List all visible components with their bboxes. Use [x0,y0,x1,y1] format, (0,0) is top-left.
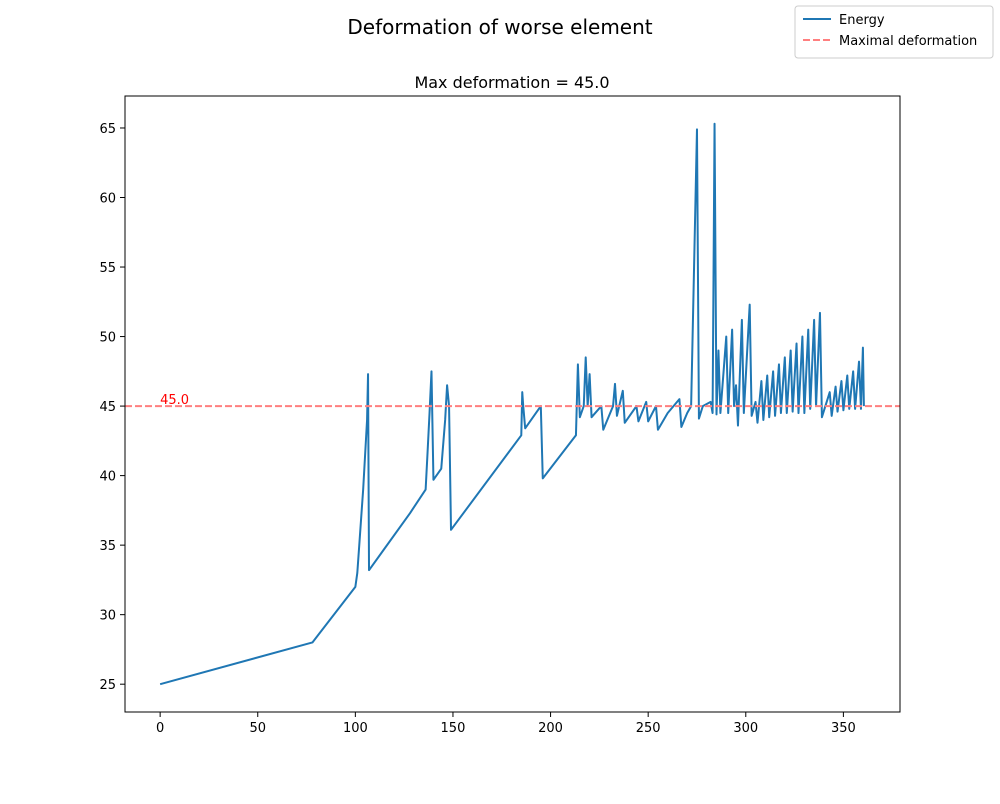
x-tick-label: 250 [636,721,661,736]
y-tick-label: 30 [99,609,116,624]
x-tick-label: 50 [249,721,266,736]
y-tick-label: 45 [99,400,116,415]
y-tick-label: 65 [99,122,116,137]
axes-frame [124,95,901,713]
y-tick-label: 40 [99,470,116,485]
x-tick-label: 350 [831,721,856,736]
x-tick-label: 150 [441,721,466,736]
legend-label: Energy [839,13,885,28]
y-tick-label: 35 [99,539,116,554]
x-tick-label: 300 [733,721,758,736]
x-tick-label: 0 [156,721,164,736]
chart-title: Deformation of worse element [347,15,652,39]
series-line [159,122,865,686]
y-tick-label: 60 [99,192,116,207]
x-tick-label: 200 [538,721,563,736]
legend-label: Maximal deformation [839,34,977,49]
y-tick-label: 55 [99,261,116,276]
x-tick-label: 100 [343,721,368,736]
legend-box [794,5,994,59]
y-tick-label: 25 [99,678,116,693]
axes-title: Max deformation = 45.0 [414,73,609,92]
annotation: 45.0 [160,393,189,408]
y-tick-label: 50 [99,331,116,346]
